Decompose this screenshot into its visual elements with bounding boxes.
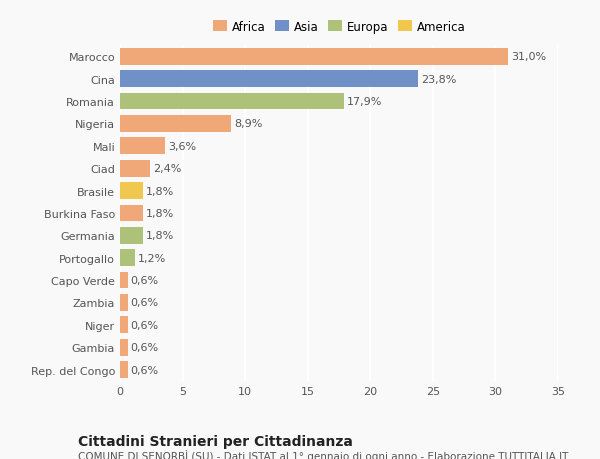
Bar bbox=[120, 49, 508, 66]
Text: 0,6%: 0,6% bbox=[131, 342, 159, 353]
Text: 3,6%: 3,6% bbox=[168, 141, 196, 151]
Bar bbox=[120, 339, 128, 356]
Text: 8,9%: 8,9% bbox=[235, 119, 263, 129]
Bar bbox=[120, 361, 128, 378]
Legend: Africa, Asia, Europa, America: Africa, Asia, Europa, America bbox=[211, 18, 467, 36]
Text: 31,0%: 31,0% bbox=[511, 52, 546, 62]
Text: 1,8%: 1,8% bbox=[146, 231, 174, 241]
Text: 23,8%: 23,8% bbox=[421, 74, 457, 84]
Text: 0,6%: 0,6% bbox=[131, 275, 159, 285]
Text: 0,6%: 0,6% bbox=[131, 298, 159, 308]
Bar bbox=[120, 250, 135, 267]
Text: COMUNE DI SENORBÌ (SU) - Dati ISTAT al 1° gennaio di ogni anno - Elaborazione TU: COMUNE DI SENORBÌ (SU) - Dati ISTAT al 1… bbox=[78, 449, 568, 459]
Text: 17,9%: 17,9% bbox=[347, 97, 383, 107]
Text: 2,4%: 2,4% bbox=[153, 164, 182, 174]
Text: 1,2%: 1,2% bbox=[138, 253, 166, 263]
Text: 0,6%: 0,6% bbox=[131, 320, 159, 330]
Bar bbox=[120, 272, 128, 289]
Text: 1,8%: 1,8% bbox=[146, 208, 174, 218]
Bar bbox=[120, 71, 418, 88]
Bar bbox=[120, 138, 165, 155]
Bar bbox=[120, 227, 143, 244]
Text: 1,8%: 1,8% bbox=[146, 186, 174, 196]
Bar bbox=[120, 317, 128, 334]
Text: 0,6%: 0,6% bbox=[131, 365, 159, 375]
Bar bbox=[120, 160, 150, 177]
Bar bbox=[120, 116, 232, 133]
Text: Cittadini Stranieri per Cittadinanza: Cittadini Stranieri per Cittadinanza bbox=[78, 434, 353, 448]
Bar bbox=[120, 205, 143, 222]
Bar bbox=[120, 93, 344, 110]
Bar bbox=[120, 183, 143, 200]
Bar bbox=[120, 294, 128, 311]
